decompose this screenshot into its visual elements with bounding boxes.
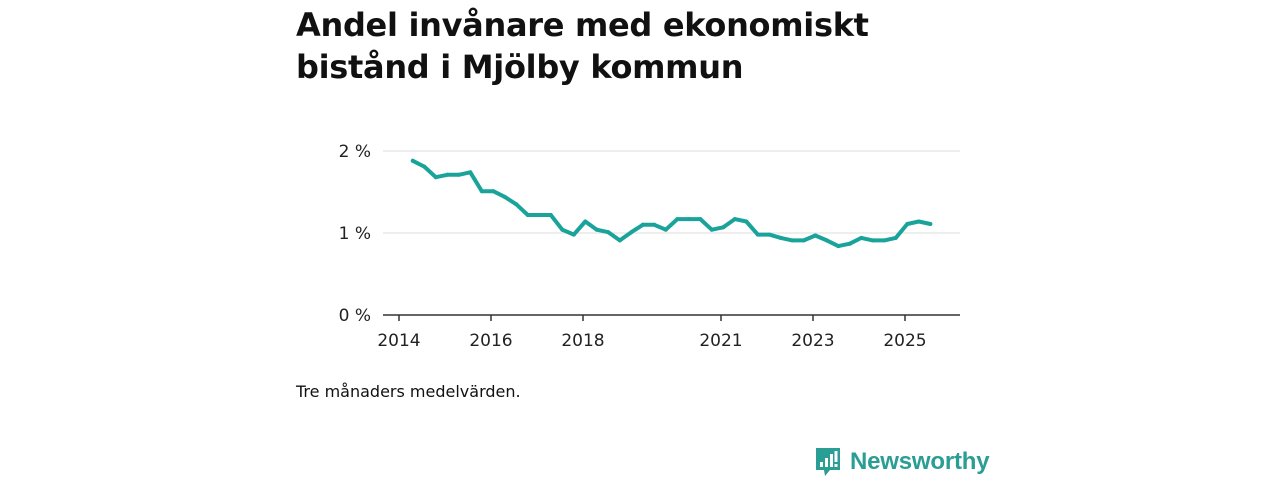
data-point	[445, 172, 450, 177]
data-point	[698, 217, 703, 222]
data-point	[663, 227, 668, 232]
data-point	[583, 219, 588, 224]
series-group	[410, 158, 933, 249]
data-point	[537, 213, 542, 217]
brand[interactable]: Newsworthy	[814, 444, 990, 480]
data-point	[870, 238, 875, 243]
brand-name: Newsworthy	[850, 448, 990, 475]
x-tick-label: 2014	[377, 331, 420, 351]
data-point	[675, 217, 680, 222]
y-tick-label: 1 %	[339, 224, 371, 244]
data-point	[525, 213, 530, 217]
data-point	[813, 233, 818, 238]
y-axis-ticks: 0 % 1 % 2 %	[339, 142, 371, 326]
data-point	[778, 235, 783, 240]
series-line	[410, 158, 933, 249]
data-point	[456, 172, 461, 177]
data-point	[640, 222, 645, 227]
data-point	[893, 235, 898, 240]
data-point	[468, 170, 473, 175]
data-point	[882, 238, 887, 243]
data-point	[790, 238, 795, 243]
data-point	[905, 222, 910, 226]
data-point	[652, 222, 657, 227]
data-point	[928, 222, 933, 226]
data-point	[560, 227, 565, 232]
data-point	[629, 230, 634, 235]
data-point	[433, 175, 438, 180]
data-point	[548, 213, 553, 217]
data-point	[847, 241, 852, 246]
y-tick-label: 2 %	[339, 142, 371, 162]
newsworthy-logo-icon	[816, 448, 840, 476]
y-tick-label: 0 %	[339, 306, 371, 326]
data-point	[686, 217, 691, 222]
x-axis: 2014 2016 2018 2021 2023 2025	[377, 314, 960, 351]
x-tick-label: 2021	[699, 331, 742, 351]
data-point	[744, 219, 749, 224]
x-tick-label: 2016	[469, 331, 512, 351]
gridlines	[383, 150, 960, 234]
data-point	[514, 202, 519, 207]
data-point	[732, 217, 737, 222]
data-point	[755, 232, 760, 237]
data-point	[617, 238, 622, 243]
data-point	[916, 219, 921, 224]
data-point	[859, 235, 864, 240]
data-point	[801, 238, 806, 243]
chart-caption: Tre månaders medelvärden.	[296, 382, 521, 401]
data-point	[824, 238, 829, 243]
chart-title: Andel invånare med ekonomiskt bistånd i …	[296, 6, 869, 86]
data-point	[836, 244, 841, 249]
x-tick-label: 2023	[791, 331, 834, 351]
data-point	[422, 164, 427, 169]
data-point	[767, 232, 772, 237]
data-point	[479, 189, 484, 194]
data-point	[491, 189, 496, 194]
x-tick-label: 2025	[883, 331, 926, 351]
data-point	[709, 227, 714, 232]
data-point	[410, 158, 415, 163]
data-point	[502, 194, 507, 199]
data-point	[594, 227, 599, 232]
data-point	[721, 225, 726, 230]
data-point	[606, 230, 611, 235]
x-tick-label: 2018	[561, 331, 604, 351]
data-point	[571, 232, 576, 237]
